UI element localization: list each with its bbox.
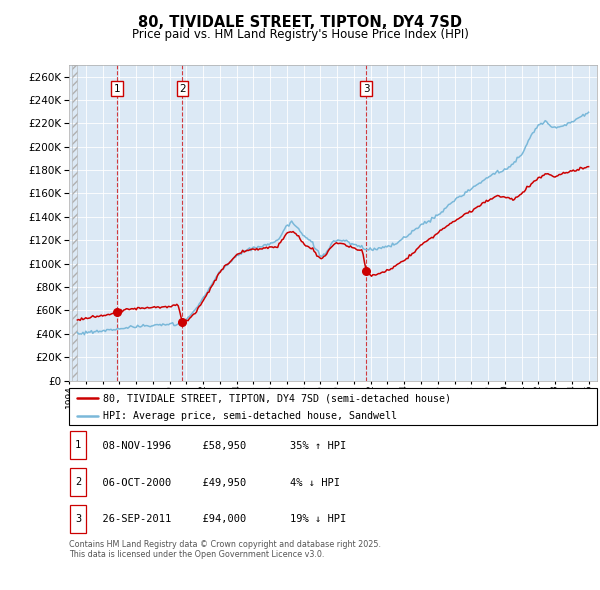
Text: 3: 3 — [75, 514, 81, 523]
Text: Price paid vs. HM Land Registry's House Price Index (HPI): Price paid vs. HM Land Registry's House … — [131, 28, 469, 41]
Text: HPI: Average price, semi-detached house, Sandwell: HPI: Average price, semi-detached house,… — [103, 411, 397, 421]
Text: 80, TIVIDALE STREET, TIPTON, DY4 7SD (semi-detached house): 80, TIVIDALE STREET, TIPTON, DY4 7SD (se… — [103, 394, 451, 404]
Text: 06-OCT-2000     £49,950       4% ↓ HPI: 06-OCT-2000 £49,950 4% ↓ HPI — [90, 478, 340, 488]
Text: 1: 1 — [75, 441, 81, 450]
Text: 3: 3 — [363, 84, 370, 94]
Text: 2: 2 — [75, 477, 81, 487]
Text: 08-NOV-1996     £58,950       35% ↑ HPI: 08-NOV-1996 £58,950 35% ↑ HPI — [90, 441, 346, 451]
Text: 26-SEP-2011     £94,000       19% ↓ HPI: 26-SEP-2011 £94,000 19% ↓ HPI — [90, 514, 346, 525]
Text: 80, TIVIDALE STREET, TIPTON, DY4 7SD: 80, TIVIDALE STREET, TIPTON, DY4 7SD — [138, 15, 462, 30]
Text: Contains HM Land Registry data © Crown copyright and database right 2025.
This d: Contains HM Land Registry data © Crown c… — [69, 540, 381, 559]
Text: 2: 2 — [179, 84, 186, 94]
Text: 1: 1 — [113, 84, 120, 94]
